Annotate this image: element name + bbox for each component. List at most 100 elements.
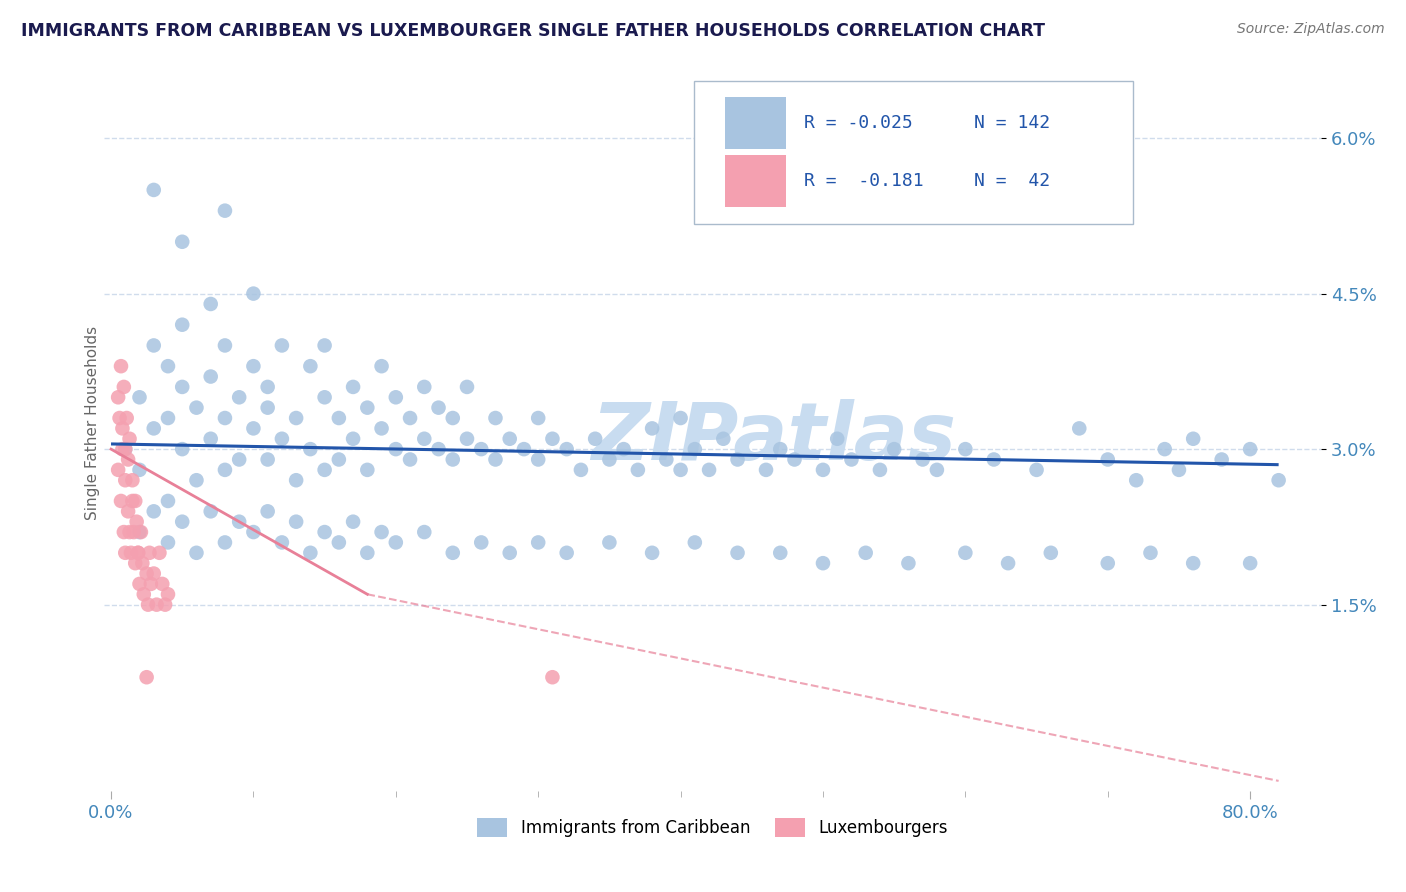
Point [456,432,478,446]
Point [1211,452,1233,467]
Point [120,546,142,560]
Point [285,411,308,425]
Point [541,432,564,446]
Point [727,452,749,467]
FancyBboxPatch shape [695,81,1133,225]
Point [370,524,392,539]
Point [727,546,749,560]
Point [285,473,308,487]
Text: IMMIGRANTS FROM CARIBBEAN VS LUXEMBOURGER SINGLE FATHER HOUSEHOLDS CORRELATION C: IMMIGRANTS FROM CARIBBEAN VS LUXEMBOURGE… [21,22,1045,40]
Point [683,535,706,549]
Point [128,577,150,591]
Point [342,380,364,394]
FancyBboxPatch shape [725,155,786,207]
Point [527,411,550,425]
Point [356,546,378,560]
Point [112,380,135,394]
Point [527,535,550,549]
Point [122,524,145,539]
Point [413,524,436,539]
Point [499,546,522,560]
Point [127,546,149,560]
Point [256,504,278,518]
Point [111,421,134,435]
Point [139,577,162,591]
Point [328,452,350,467]
Point [125,515,148,529]
Point [755,463,778,477]
Point [427,442,450,457]
Point [1039,546,1062,560]
Point [641,421,664,435]
FancyBboxPatch shape [725,97,786,149]
Point [328,411,350,425]
Point [1182,556,1205,570]
Point [172,235,194,249]
Point [107,390,129,404]
Point [214,535,236,549]
Point [118,432,141,446]
Point [697,463,720,477]
Point [214,203,236,218]
Point [242,421,264,435]
Point [897,556,920,570]
Point [413,380,436,394]
Point [441,546,464,560]
Point [200,297,222,311]
Point [1097,452,1119,467]
Point [825,432,848,446]
Point [769,442,792,457]
Point [124,494,146,508]
Point [110,359,132,374]
Point [669,463,692,477]
Point [299,546,322,560]
Point [214,411,236,425]
Text: N =  42: N = 42 [974,172,1050,190]
Point [683,442,706,457]
Point [441,452,464,467]
Point [811,556,834,570]
Point [370,359,392,374]
Point [883,442,905,457]
Point [1153,442,1175,457]
Point [108,411,131,425]
Point [136,598,159,612]
Text: R = -0.025: R = -0.025 [804,114,912,132]
Point [172,318,194,332]
Point [115,411,138,425]
Point [114,473,136,487]
Point [314,524,336,539]
Point [783,452,806,467]
Point [186,473,208,487]
Point [172,442,194,457]
Point [499,432,522,446]
Point [114,546,136,560]
Point [242,524,264,539]
Point [413,432,436,446]
Point [314,390,336,404]
Point [142,338,165,352]
Point [1239,442,1261,457]
Point [555,546,578,560]
Point [156,359,179,374]
Point [270,338,292,352]
Point [456,380,478,394]
Point [142,566,165,581]
Point [117,504,139,518]
Point [142,183,165,197]
Point [172,380,194,394]
Point [128,463,150,477]
Point [641,546,664,560]
Point [172,515,194,529]
Point [598,452,620,467]
Text: N = 142: N = 142 [974,114,1050,132]
Point [214,463,236,477]
Point [111,442,134,457]
Point [256,401,278,415]
Point [655,452,678,467]
Y-axis label: Single Father Households: Single Father Households [86,326,100,520]
Point [135,670,157,684]
Point [135,566,157,581]
Point [200,504,222,518]
Point [955,546,977,560]
